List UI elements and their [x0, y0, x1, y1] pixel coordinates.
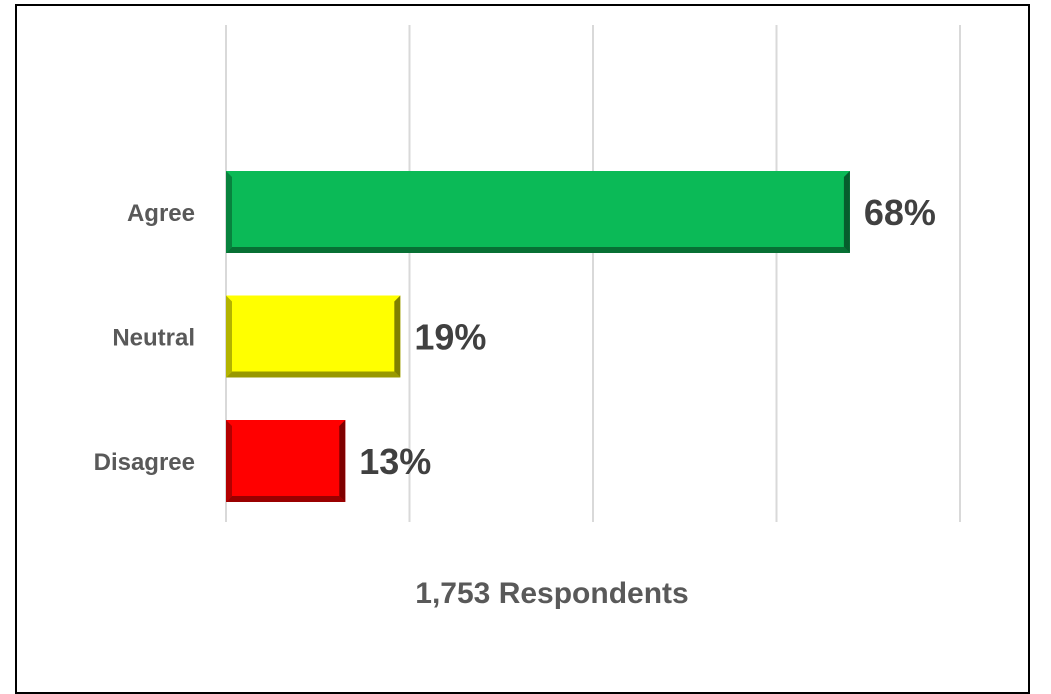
bar-neutral — [226, 295, 401, 378]
category-label-disagree: Disagree — [94, 449, 195, 476]
bar-agree — [226, 171, 850, 253]
bar-bevel-top — [226, 171, 850, 177]
labels-group: Agree 68% Neutral 19% Disagree 13% — [94, 192, 936, 482]
bar-bevel-left — [226, 171, 232, 253]
bar-bevel-bottom — [226, 247, 850, 253]
bar-bevel-left — [226, 295, 232, 378]
value-label-disagree: 13% — [359, 441, 431, 482]
x-axis-title: 1,753 Respondents — [415, 577, 688, 610]
value-label-neutral: 19% — [414, 317, 486, 358]
bar-bevel-left — [226, 420, 232, 502]
bar-fill — [226, 295, 401, 378]
chart-frame — [15, 4, 1030, 694]
bar-bevel-top — [226, 295, 401, 302]
category-label-neutral: Neutral — [112, 325, 195, 352]
value-label-agree: 68% — [864, 192, 936, 233]
bar-bevel-right — [843, 171, 850, 253]
bar-bevel-bottom — [226, 371, 401, 378]
bar-fill — [226, 420, 346, 502]
bar-bevel-right — [394, 295, 401, 378]
bars-group — [226, 171, 850, 502]
bar-bevel-right — [339, 420, 346, 502]
bar-fill — [226, 171, 850, 253]
category-label-agree: Agree — [127, 200, 195, 227]
bar-bevel-top — [226, 420, 346, 426]
bar-bevel-bottom — [226, 496, 346, 502]
bar-disagree — [226, 420, 346, 502]
